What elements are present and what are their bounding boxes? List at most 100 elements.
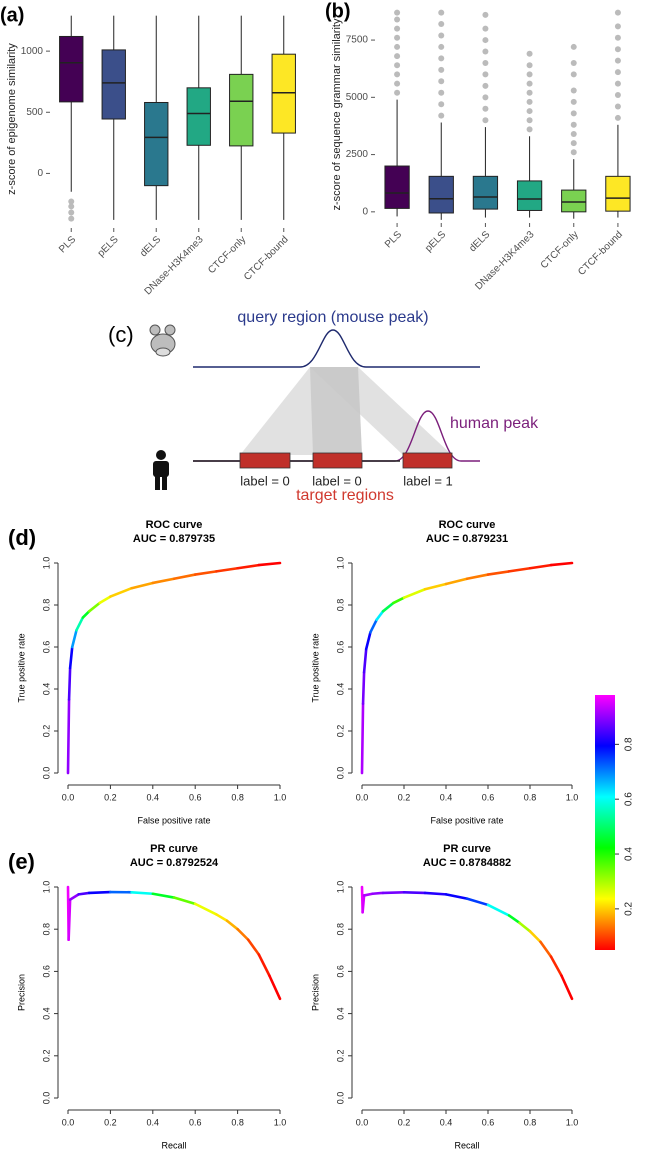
- curve-segment: [236, 563, 261, 570]
- curve-segment: [68, 893, 80, 901]
- curve-segment: [528, 563, 553, 570]
- box: [428, 175, 454, 214]
- outlier: [438, 66, 445, 73]
- chart-title: PR curve: [150, 843, 198, 855]
- curve-segment: [257, 561, 282, 567]
- outlier: [614, 34, 621, 41]
- chart-subtitle: AUC = 0.8784882: [423, 857, 511, 869]
- x-tick-label: 1.0: [274, 792, 287, 802]
- curve-segment: [66, 698, 71, 775]
- box: [472, 175, 499, 210]
- y-tick-label: 0.0: [41, 1092, 51, 1105]
- y-tick-label: 0.2: [41, 725, 51, 738]
- x-tick-label: 0.4: [440, 792, 453, 802]
- outlier: [570, 59, 577, 66]
- x-tick-label: 1.0: [566, 1117, 579, 1127]
- curve-segment: [402, 890, 427, 895]
- region-label: label = 1: [403, 473, 453, 488]
- outlier: [394, 34, 401, 41]
- y-tick-label: 0.4: [335, 683, 345, 696]
- box: [384, 165, 410, 209]
- outlier: [570, 121, 577, 128]
- panel-label: (e): [8, 849, 35, 874]
- curve-segment: [507, 914, 521, 925]
- outlier: [570, 71, 577, 78]
- curve-segment: [87, 601, 102, 613]
- outlier: [614, 103, 621, 110]
- curve-segment: [364, 631, 372, 651]
- curve-segment: [362, 892, 374, 897]
- outlier: [482, 105, 489, 112]
- curve-segment: [444, 577, 469, 586]
- y-tick-label: 0.4: [41, 683, 51, 696]
- panel-label: (c): [108, 322, 134, 347]
- x-tick-label: PLS: [383, 229, 404, 250]
- outlier: [526, 108, 533, 115]
- mouse-icon: [149, 324, 176, 357]
- x-tick-label: pELS: [423, 229, 448, 254]
- y-tick-label: 500: [26, 107, 43, 118]
- y-tick-label: 1.0: [335, 881, 345, 894]
- y-tick-label: 0.2: [335, 725, 345, 738]
- x-tick-label: 0.8: [231, 1117, 244, 1127]
- x-tick-label: 0.6: [482, 792, 495, 802]
- curve-segment: [257, 953, 271, 977]
- x-tick-label: dELS: [138, 234, 163, 259]
- colorbar-tick-label: 0.8: [624, 737, 635, 751]
- y-tick-label: 0.4: [41, 1007, 51, 1020]
- curve-segment: [423, 582, 448, 591]
- curve-segment: [423, 891, 448, 896]
- box: [271, 53, 296, 134]
- human-peak-label: human peak: [450, 415, 539, 432]
- x-tick-label: CTCF-bound: [242, 234, 291, 283]
- x-tick-label: 0.6: [189, 792, 202, 802]
- outlier: [482, 48, 489, 55]
- curve-segment: [151, 577, 176, 585]
- box: [59, 35, 84, 103]
- outlier: [394, 62, 401, 69]
- curve-segment: [215, 913, 229, 923]
- chart-title: ROC curve: [439, 519, 496, 531]
- outlier: [438, 43, 445, 50]
- curve-segment: [360, 702, 365, 775]
- chart-subtitle: AUC = 0.879735: [133, 533, 215, 545]
- y-tick-label: 0.6: [335, 641, 345, 654]
- region-label: label = 0: [240, 473, 290, 488]
- x-tick-label: 0.8: [524, 792, 537, 802]
- panel-label: (b): [325, 0, 351, 22]
- curve-segment: [402, 587, 427, 599]
- outlier: [570, 130, 577, 137]
- target-region: [239, 452, 291, 469]
- panel-label: (d): [8, 525, 36, 550]
- curve-segment: [246, 938, 261, 956]
- outlier: [482, 71, 489, 78]
- outlier: [570, 149, 577, 156]
- outlier: [68, 198, 75, 205]
- curve-segment: [371, 891, 385, 896]
- y-tick-label: 1.0: [41, 557, 51, 570]
- x-tick-label: 0.2: [104, 792, 117, 802]
- y-axis-label: z-score of epigenome similarity: [6, 43, 18, 195]
- x-tick-label: 0.0: [356, 1117, 369, 1127]
- curve-segment: [75, 616, 85, 632]
- outlier: [438, 55, 445, 62]
- outlier: [526, 50, 533, 57]
- curve-segment: [130, 890, 155, 896]
- curve-segment: [549, 955, 563, 977]
- curve-segment: [77, 891, 91, 896]
- x-tick-label: 0.2: [398, 1117, 411, 1127]
- target-label: target regions: [296, 487, 394, 504]
- colorbar-tick-label: 0.4: [624, 847, 635, 861]
- curve-segment: [486, 570, 511, 576]
- outlier: [614, 46, 621, 53]
- curve-segment: [236, 927, 250, 942]
- curve-segment: [215, 566, 239, 573]
- chart-subtitle: AUC = 0.8792524: [130, 857, 219, 869]
- outlier: [570, 87, 577, 94]
- x-tick-label: 0.8: [231, 792, 244, 802]
- curve-segment: [381, 890, 406, 895]
- curve-segment: [369, 618, 378, 634]
- x-tick-label: 0.0: [62, 1117, 75, 1127]
- outlier: [570, 43, 577, 50]
- outlier: [394, 80, 401, 87]
